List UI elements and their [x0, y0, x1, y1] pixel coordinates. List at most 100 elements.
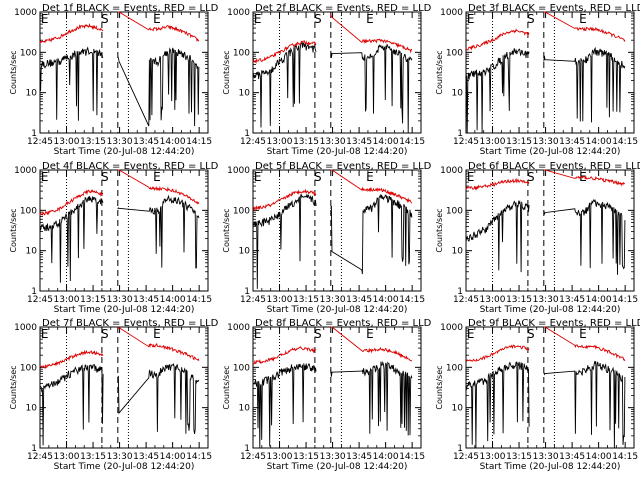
y-tick-label: 1000: [227, 166, 250, 176]
x-tick-label: 12:45: [240, 295, 266, 305]
x-tick-label: 14:15: [186, 452, 212, 462]
marker-label: S: [527, 12, 535, 26]
y-tick-label: 10: [239, 404, 251, 414]
x-tick-label: 13:45: [346, 452, 372, 462]
y-tick-label: 100: [20, 206, 37, 216]
y-axis-label: Counts/sec: [9, 365, 18, 409]
panel-title: Det 1f BLACK = Events, RED = LLD: [42, 3, 219, 14]
lld-series-line: [465, 177, 530, 191]
x-tick-label: 13:00: [54, 295, 80, 305]
x-tick-label: 12:45: [453, 295, 479, 305]
events-series-line: [117, 194, 200, 269]
marker-label: E: [41, 327, 49, 341]
y-tick-label: 10: [452, 404, 464, 414]
marker-label: S: [101, 12, 109, 26]
x-tick-label: 13:15: [506, 295, 532, 305]
y-tick-label: 1000: [227, 323, 250, 333]
x-tick-label: 13:00: [267, 452, 293, 462]
panel-title: Det 3f BLACK = Events, RED = LLD: [468, 3, 640, 14]
marker-label: E: [579, 12, 587, 26]
y-tick-label: 1000: [440, 323, 463, 333]
x-tick-label: 14:00: [160, 452, 186, 462]
x-tick-label: 12:45: [27, 295, 53, 305]
x-tick-label: 13:45: [133, 452, 159, 462]
lld-series-line: [543, 169, 626, 187]
y-tick-label: 1000: [227, 8, 250, 18]
x-tick-label: 13:15: [293, 295, 319, 305]
x-tick-label: 13:45: [133, 137, 159, 147]
x-tick-label: 12:45: [240, 452, 266, 462]
y-tick-label: 1: [457, 444, 463, 454]
panel-title: Det 7f BLACK = Events, RED = LLD: [42, 318, 219, 329]
x-axis-label: Start Time (20-Jul-08 12:44:20): [267, 305, 408, 315]
y-tick-label: 100: [446, 48, 463, 58]
events-series-line: [39, 196, 104, 283]
y-axis-label: Counts/sec: [222, 50, 231, 94]
lld-series-line: [252, 346, 317, 365]
x-axis-label: Start Time (20-Jul-08 12:44:20): [267, 147, 408, 157]
x-tick-label: 13:15: [506, 452, 532, 462]
events-series-line: [330, 193, 413, 275]
panel-title: Det 8f BLACK = Events, RED = LLD: [255, 318, 432, 329]
marker-label: E: [41, 170, 49, 184]
y-axis-label: Counts/sec: [435, 50, 444, 94]
x-tick-label: 12:45: [453, 137, 479, 147]
events-series-line: [117, 47, 200, 127]
x-tick-label: 12:45: [27, 452, 53, 462]
lld-series-line: [330, 326, 413, 362]
lld-series-line: [39, 23, 104, 44]
marker-label: E: [254, 12, 262, 26]
y-axis-label: Counts/sec: [222, 365, 231, 409]
events-series-line: [39, 364, 104, 446]
events-series-line: [252, 363, 317, 449]
marker-label: S: [101, 170, 109, 184]
lld-series-line: [330, 169, 412, 204]
x-tick-label: 13:15: [506, 137, 532, 147]
x-tick-label: 13:45: [559, 452, 585, 462]
detector-panel: Det 9f BLACK = Events, RED = LLD 1 10 100 10…: [435, 318, 640, 472]
x-axis-label: Start Time (20-Jul-08 12:44:20): [54, 462, 195, 472]
x-tick-label: 13:30: [320, 137, 346, 147]
x-tick-label: 13:00: [480, 452, 506, 462]
y-tick-label: 100: [20, 48, 37, 58]
y-tick-label: 1: [31, 129, 37, 139]
x-tick-label: 13:45: [559, 137, 585, 147]
panel-title: Det 5f BLACK = Events, RED = LLD: [255, 161, 432, 172]
x-tick-label: 13:30: [320, 295, 346, 305]
marker-label: E: [254, 170, 262, 184]
marker-label: E: [254, 327, 262, 341]
y-tick-label: 10: [452, 89, 464, 99]
x-axis-label: Start Time (20-Jul-08 12:44:20): [480, 147, 621, 157]
y-tick-label: 1: [31, 444, 37, 454]
y-tick-label: 1: [457, 287, 463, 297]
detector-panel: Det 1f BLACK = Events, RED = LLD 1 10 100 10…: [9, 3, 219, 157]
marker-label: S: [314, 170, 322, 184]
lld-series-line: [39, 189, 104, 216]
events-series-line: [465, 48, 530, 134]
x-axis-label: Start Time (20-Jul-08 12:44:20): [54, 305, 195, 315]
y-tick-label: 100: [446, 206, 463, 216]
x-tick-label: 13:30: [533, 295, 559, 305]
x-tick-label: 13:15: [80, 295, 106, 305]
x-tick-label: 14:15: [612, 295, 638, 305]
y-tick-label: 1000: [14, 8, 37, 18]
x-tick-label: 13:45: [346, 295, 372, 305]
x-tick-label: 14:15: [399, 295, 425, 305]
x-tick-label: 14:00: [373, 295, 399, 305]
events-series-line: [39, 46, 104, 121]
y-tick-label: 10: [26, 89, 38, 99]
detector-panel: Det 6f BLACK = Events, RED = LLD 1 10 100 10…: [435, 161, 640, 315]
x-tick-label: 13:30: [320, 452, 346, 462]
lld-series-line: [117, 11, 200, 43]
x-tick-label: 13:15: [293, 137, 319, 147]
marker-label: E: [153, 327, 161, 341]
plot-frame: [465, 11, 635, 134]
x-tick-label: 14:15: [399, 452, 425, 462]
x-tick-label: 13:45: [559, 295, 585, 305]
x-axis-label: Start Time (20-Jul-08 12:44:20): [267, 462, 408, 472]
x-axis-label: Start Time (20-Jul-08 12:44:20): [54, 147, 195, 157]
events-series-line: [543, 46, 626, 123]
x-tick-label: 13:45: [133, 295, 159, 305]
x-tick-label: 12:45: [453, 452, 479, 462]
